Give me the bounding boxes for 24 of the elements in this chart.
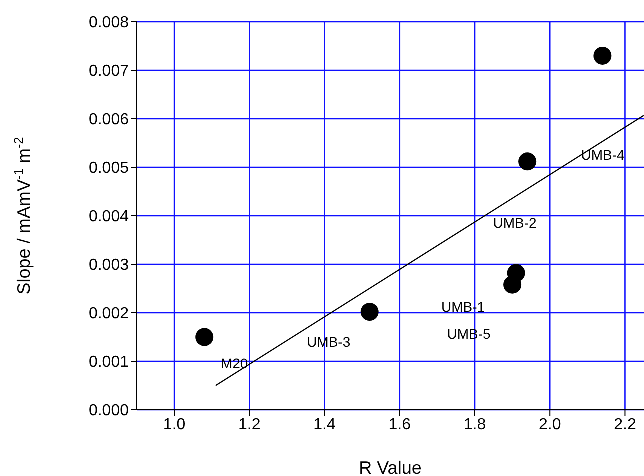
x-tick-label: 1.8: [464, 416, 486, 434]
x-tick-label: 2.0: [538, 416, 562, 434]
y-tick-label: 0.004: [88, 208, 130, 226]
annotation: UMB-2: [493, 215, 537, 231]
y-tick-label: 0.001: [88, 354, 130, 372]
point: [518, 152, 537, 171]
y-tick-label: 0.000: [88, 402, 130, 420]
point: [507, 264, 526, 282]
point: [594, 46, 612, 65]
annotation: UMB-4: [581, 147, 625, 163]
y-tick-label: 0.003: [88, 257, 130, 274]
x-tick-label: 1.4: [314, 416, 336, 434]
x-tick-label: 1.6: [388, 416, 412, 434]
y-tick-label: 0.005: [88, 160, 130, 178]
x-tick-label: 1.2: [238, 416, 261, 434]
x-axis-title: R Value: [359, 458, 422, 476]
point: [360, 303, 379, 322]
y-tick-label: 0.007: [88, 63, 130, 80]
y-tick-label: 0.002: [88, 306, 130, 323]
y-tick-label: 0.006: [88, 112, 130, 129]
x-tick-label: 1.0: [163, 416, 186, 434]
point: [196, 328, 214, 346]
y-tick-label: 0.008: [88, 14, 130, 32]
x-tick-label: 2.2: [614, 416, 636, 434]
